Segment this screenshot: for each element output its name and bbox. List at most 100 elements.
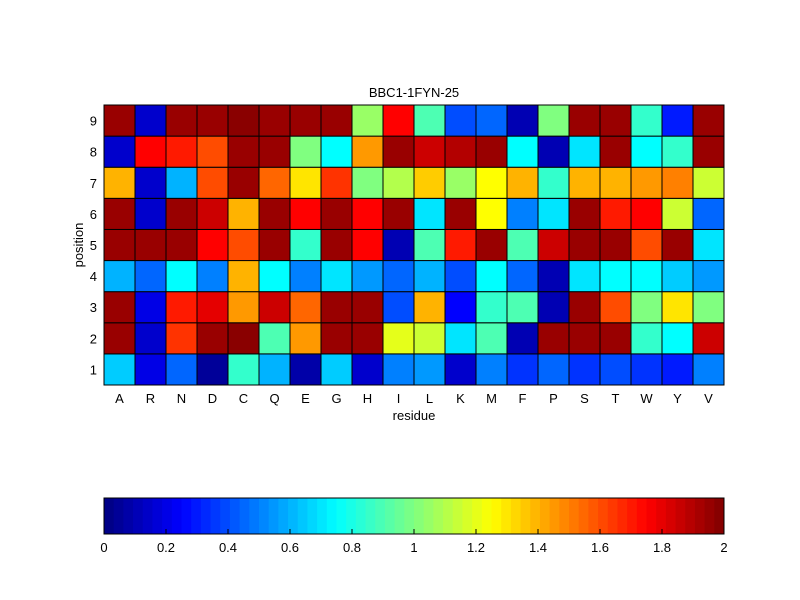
heatmap-cell: [630, 322, 663, 355]
heatmap-cell: [320, 322, 353, 355]
colorbar-segment: [685, 498, 696, 534]
heatmap-cell: [413, 135, 446, 168]
heatmap-cell: [506, 353, 539, 386]
colorbar-segment: [656, 498, 667, 534]
heatmap-cell: [289, 353, 322, 386]
heatmap-cell: [227, 260, 260, 293]
heatmap-cell: [134, 322, 167, 355]
heatmap-cell: [382, 135, 415, 168]
heatmap-cell: [661, 135, 694, 168]
colorbar-tick-label: 0: [100, 540, 107, 555]
heatmap-cell: [351, 353, 384, 386]
y-tick-label: 9: [90, 114, 97, 129]
x-tick-label: S: [580, 391, 589, 406]
heatmap-cell: [475, 291, 508, 324]
heatmap-cell: [103, 353, 136, 386]
x-axis-label: residue: [393, 408, 436, 423]
colorbar-segment: [491, 498, 502, 534]
colorbar-segment: [414, 498, 425, 534]
heatmap-cell: [196, 135, 229, 168]
x-tick-label: L: [426, 391, 433, 406]
heatmap-cell: [382, 291, 415, 324]
x-tick-label: A: [115, 391, 124, 406]
heatmap-cell: [599, 322, 632, 355]
heatmap-cell: [475, 166, 508, 199]
heatmap-cell: [165, 228, 198, 262]
heatmap-cell: [692, 353, 725, 386]
colorbar-segment: [191, 498, 202, 534]
colorbar-segment: [588, 498, 599, 534]
x-tick-label: G: [331, 391, 341, 406]
y-tick-label: 5: [90, 238, 97, 253]
heatmap-cell: [568, 260, 601, 293]
heatmap-cell: [537, 353, 570, 386]
colorbar-segment: [472, 498, 483, 534]
heatmap-cell: [537, 104, 570, 137]
heatmap-cell: [103, 322, 136, 355]
heatmap-cell: [661, 291, 694, 324]
heatmap-cell: [134, 197, 167, 230]
colorbar-segment: [675, 498, 686, 534]
heatmap-cell: [258, 166, 291, 199]
heatmap-cell: [227, 291, 260, 324]
heatmap-cell: [475, 353, 508, 386]
heatmap-cell: [630, 228, 663, 262]
colorbar-segment: [355, 498, 367, 534]
colorbar-segment: [665, 498, 677, 534]
heatmap-cell: [134, 135, 167, 168]
colorbar-segment: [433, 498, 444, 534]
heatmap-cell: [444, 322, 477, 355]
heatmap-cell: [289, 291, 322, 324]
colorbar: [104, 498, 725, 534]
heatmap-cell: [258, 228, 291, 262]
x-tick-label: E: [301, 391, 310, 406]
heatmap-cell: [506, 322, 539, 355]
heatmap-cell: [289, 104, 322, 137]
heatmap-cell: [196, 260, 229, 293]
heatmap-cell: [382, 353, 415, 386]
heatmap-cell: [599, 291, 632, 324]
heatmap-cell: [351, 322, 384, 355]
heatmap-cell: [506, 260, 539, 293]
heatmap-cell: [537, 291, 570, 324]
colorbar-segment: [520, 498, 531, 534]
heatmap-cell: [103, 228, 136, 262]
colorbar-segment: [268, 498, 279, 534]
heatmap-cell: [382, 104, 415, 137]
heatmap-cell: [382, 260, 415, 293]
heatmap-cell: [599, 135, 632, 168]
heatmap-cell: [661, 228, 694, 262]
heatmap-cell: [196, 228, 229, 262]
heatmap-cell: [196, 322, 229, 355]
colorbar-tick-label: 0.4: [219, 540, 237, 555]
heatmap-cell: [630, 135, 663, 168]
colorbar-segment: [559, 498, 570, 534]
colorbar-segment: [394, 498, 405, 534]
heatmap-cell: [134, 104, 167, 137]
colorbar-tick-label: 1: [410, 540, 417, 555]
heatmap-cell: [630, 166, 663, 199]
heatmap-cell: [692, 135, 725, 168]
heatmap-cell: [320, 166, 353, 199]
heatmap-cell: [103, 166, 136, 199]
y-axis-label: position: [71, 223, 86, 268]
heatmap-cell: [351, 197, 384, 230]
heatmap-cell: [568, 197, 601, 230]
heatmap-cell: [568, 353, 601, 386]
heatmap-cell: [630, 260, 663, 293]
heatmap-cell: [227, 228, 260, 262]
heatmap-cell: [103, 135, 136, 168]
colorbar-segment: [142, 498, 153, 534]
heatmap-cell: [227, 353, 260, 386]
colorbar-segment: [181, 498, 192, 534]
colorbar-segment: [375, 498, 386, 534]
heatmap-cell: [258, 197, 291, 230]
colorbar-segment: [239, 498, 250, 534]
x-tick-label: K: [456, 391, 465, 406]
heatmap-cell: [661, 166, 694, 199]
heatmap-cell: [568, 104, 601, 137]
heatmap-cell: [599, 353, 632, 386]
colorbar-segment: [549, 498, 560, 534]
heatmap-cell: [258, 260, 291, 293]
heatmap-cell: [506, 135, 539, 168]
